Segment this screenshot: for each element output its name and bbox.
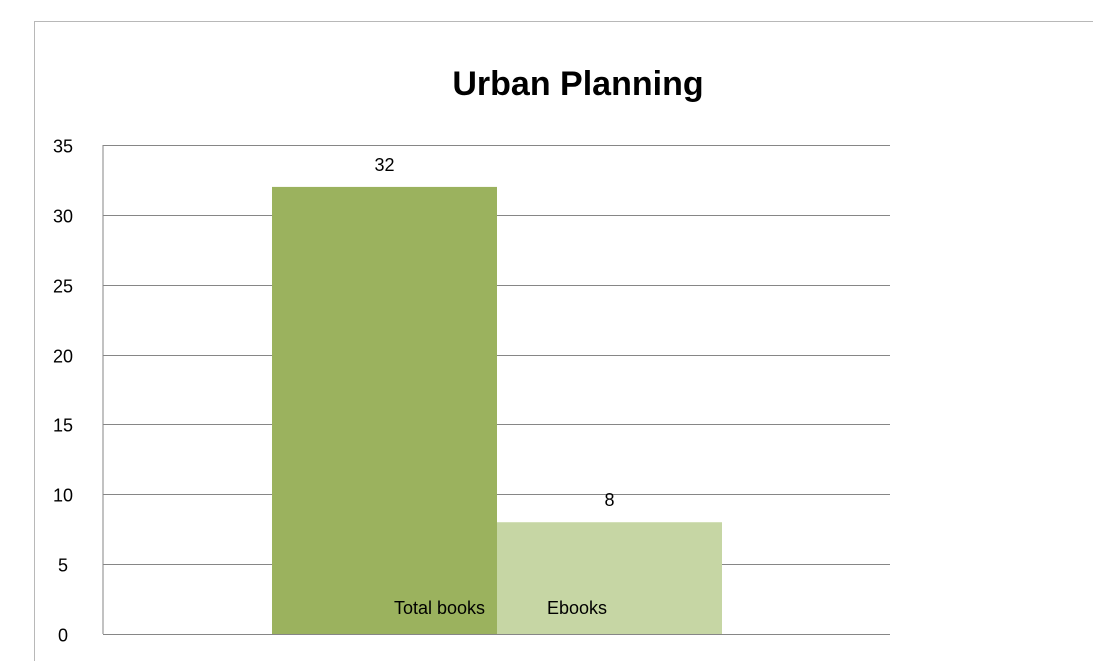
y-tick-label: 10: [53, 486, 73, 506]
bar-ebooks: [497, 522, 722, 634]
y-tick-label: 15: [53, 416, 73, 436]
category-label: Total books: [394, 598, 485, 618]
y-tick-label: 20: [53, 347, 73, 367]
chart-area: [34, 21, 1093, 661]
y-axis: 0 5 10 15 20 25 30 35: [53, 137, 73, 646]
y-tick-label: 30: [53, 207, 73, 227]
bars: 32 Total books 8 Ebooks: [272, 155, 722, 634]
y-tick-label: 0: [58, 626, 68, 646]
category-label: Ebooks: [547, 598, 607, 618]
y-tick-label: 25: [53, 277, 73, 297]
y-tick-label: 35: [53, 137, 73, 157]
bar-total-books: [272, 186, 497, 634]
data-label: 8: [604, 490, 614, 510]
y-tick-label: 5: [58, 556, 68, 576]
chart-title: Urban Planning: [452, 65, 703, 103]
data-label: 32: [374, 155, 394, 175]
